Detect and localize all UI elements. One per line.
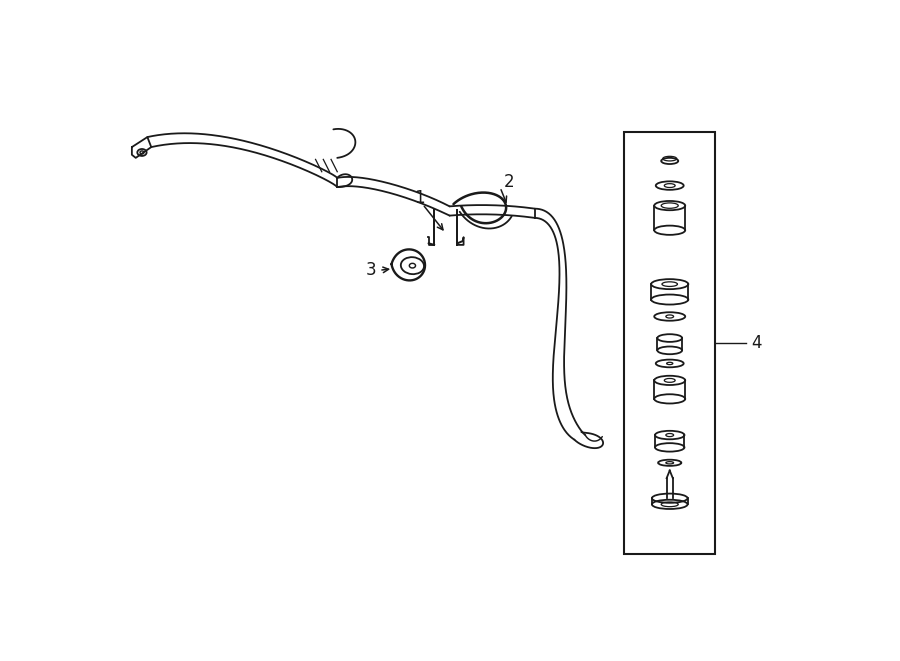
Text: 3: 3	[365, 261, 376, 280]
Text: 2: 2	[504, 173, 515, 191]
Text: 1: 1	[414, 189, 425, 207]
Text: 4: 4	[752, 334, 761, 352]
Bar	[624, 132, 716, 554]
